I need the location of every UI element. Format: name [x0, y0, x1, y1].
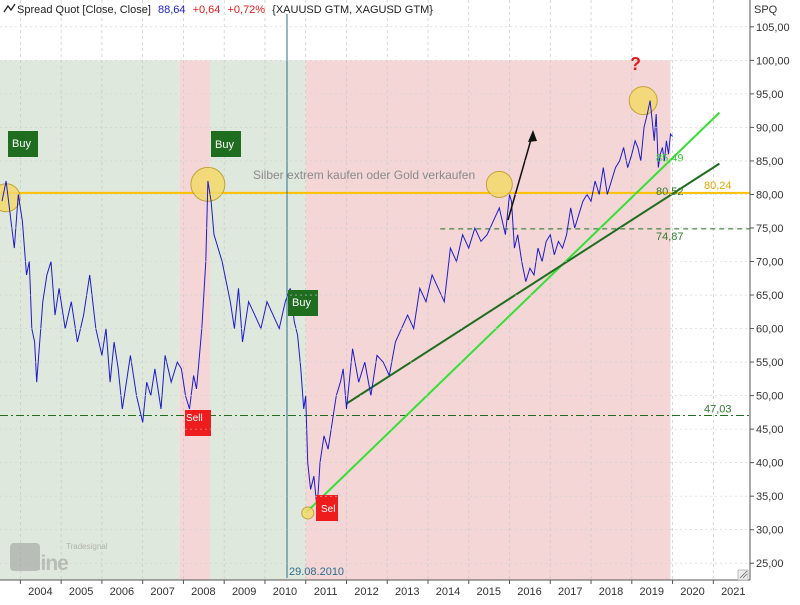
y-tick-label: 80,00	[756, 189, 784, 201]
trend-lines	[305, 111, 721, 514]
y-tick-label: 25,00	[756, 558, 784, 570]
x-tick-label: 2019	[640, 586, 664, 598]
y-tick-label: 50,00	[756, 391, 784, 403]
vertical-date-label: 29.08.2010	[289, 566, 344, 578]
horizontal-levels	[0, 191, 750, 417]
axis-label: SPQ	[754, 4, 778, 16]
annotation-text: Silber extrem kaufen oder Gold verkaufen	[253, 168, 475, 182]
zone-1	[179, 60, 210, 581]
question-mark: ?	[630, 54, 641, 74]
x-tick-label: 2016	[517, 586, 541, 598]
x-tick-label: 2009	[232, 586, 256, 598]
x-tick-label: 2010	[273, 586, 297, 598]
y-tick-label: 100,00	[756, 55, 790, 67]
y-tick-label: 55,00	[756, 357, 784, 369]
x-tick-label: 2014	[436, 586, 460, 598]
y-tick-label: 65,00	[756, 290, 784, 302]
price-series-line	[1, 100, 673, 510]
logo-word: online	[12, 552, 68, 575]
resize-corner-icon[interactable]	[737, 569, 749, 581]
x-tick-label: 2005	[69, 586, 93, 598]
y-tick-label: 60,00	[756, 324, 784, 336]
x-tick-label: 2011	[314, 586, 338, 598]
buy-marker-2004[interactable]: Buy	[8, 131, 38, 157]
change-percent: +0,72%	[227, 4, 265, 16]
buy-label: Buy	[292, 297, 311, 309]
sell-marker-2008[interactable]: Sell	[185, 410, 211, 436]
level-label-1: 74,87	[656, 231, 684, 243]
up-arrow-icon	[507, 130, 537, 221]
y-axis: 25,00 30,00 35,00 40,00 45,00 50,00 55,00 60,00…	[0, 22, 790, 570]
level-label-0: 80,24	[704, 180, 732, 192]
x-axis: 2004 2005 2006 2007 2008 2009 2010 2011 2012 2013…	[19, 580, 746, 598]
trend-line-dark	[345, 162, 720, 405]
y-tick-label: 30,00	[756, 525, 784, 537]
level-label-2: 47,03	[704, 404, 732, 416]
buy-marker-2011[interactable]: Buy	[288, 290, 318, 316]
y-tick-label: 45,00	[756, 424, 784, 436]
highlight-circle-4	[301, 506, 315, 520]
x-tick-label: 2012	[354, 586, 378, 598]
buy-marker-2008[interactable]: Buy	[211, 131, 241, 157]
x-tick-label: 2021	[721, 586, 745, 598]
trend-line-light	[305, 111, 721, 514]
y-tick-label: 35,00	[756, 491, 784, 503]
highlight-circle-3	[628, 86, 658, 116]
sell-label: Sell	[186, 413, 203, 424]
y-tick-label: 95,00	[756, 89, 784, 101]
chart-header: Spread Quot [Close, Close] 88,64 +0,64 +…	[3, 3, 433, 16]
buy-label: Buy	[215, 139, 234, 151]
sell-label: Sel	[321, 504, 335, 515]
sell-marker-2011[interactable]: Sel	[316, 495, 338, 521]
y-tick-label: 75,00	[756, 223, 784, 235]
y-tick-label: 40,00	[756, 458, 784, 470]
logo-brand: Tradesignal	[66, 542, 108, 551]
zone-3	[305, 60, 671, 581]
highlight-circle-2	[485, 170, 513, 198]
x-tick-label: 2013	[395, 586, 419, 598]
x-axis-bg	[0, 580, 800, 600]
y-tick-label: 85,00	[756, 156, 784, 168]
x-tick-label: 2008	[191, 586, 215, 598]
y-tick-label: 105,00	[756, 22, 790, 34]
level-label-4: 80,52	[656, 186, 684, 198]
last-value: 88,64	[158, 4, 186, 16]
tradesignal-logo: Tradesignal online	[10, 542, 108, 575]
x-tick-label: 2015	[477, 586, 501, 598]
level-labels: 80,24 74,87 47,03 85,49 80,52	[656, 153, 732, 416]
x-tick-label: 2018	[599, 586, 623, 598]
line-chart-icon	[3, 3, 16, 13]
buy-label: Buy	[12, 138, 31, 150]
x-tick-label: 2007	[150, 586, 174, 598]
change-value: +0,64	[193, 4, 221, 16]
right-axis-bg	[750, 0, 800, 600]
x-tick-label: 2020	[680, 586, 704, 598]
x-tick-label: 2006	[110, 586, 134, 598]
svg-text:Spread Quot [Close, Close]: Spread Quot [Close, Close] 88,64 +0,64 +…	[17, 4, 433, 16]
y-tick-label: 70,00	[756, 257, 784, 269]
y-tick-label: 90,00	[756, 122, 784, 134]
x-tick-label: 2017	[558, 586, 582, 598]
vertical-grid	[20, 0, 714, 580]
components: {XAUUSD GTM, XAGUSD GTM}	[272, 4, 433, 16]
x-tick-label: 2004	[28, 586, 52, 598]
background-zones	[0, 60, 671, 581]
level-label-3: 85,49	[656, 153, 684, 165]
instrument-name: Spread Quot [Close, Close]	[17, 4, 151, 16]
